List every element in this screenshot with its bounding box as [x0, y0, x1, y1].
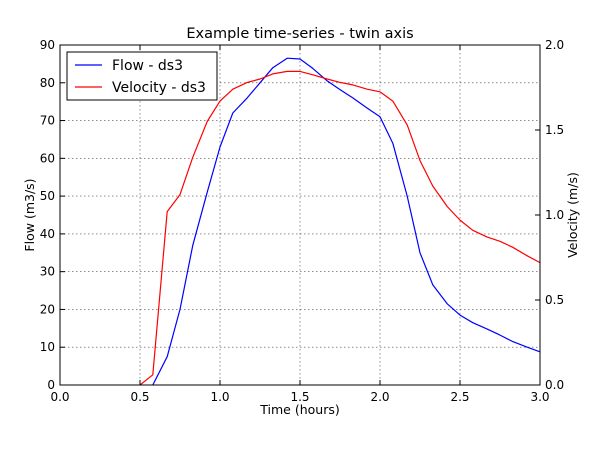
legend-label-flow: Flow - ds3 [112, 58, 183, 74]
y2-tick-label: 1.5 [545, 123, 564, 137]
y2-tick-label: 0.0 [545, 378, 564, 392]
y-axis-label: Flow (m3/s) [22, 178, 37, 251]
y-tick-label: 90 [40, 38, 55, 52]
legend-label-velocity: Velocity - ds3 [112, 80, 206, 96]
y2-tick-label: 1.0 [545, 208, 564, 222]
x-tick-label: 0.5 [130, 390, 149, 404]
y-tick-label: 10 [40, 340, 55, 354]
y2-tick-label: 2.0 [545, 38, 564, 52]
series-line-velocity [139, 70, 541, 386]
y-tick-label: 80 [40, 76, 55, 90]
x-tick-label: 1.0 [210, 390, 229, 404]
y-tick-label: 30 [40, 265, 55, 279]
x-tick-label: 3.0 [530, 390, 549, 404]
y-tick-label: 40 [40, 227, 55, 241]
x-tick-label: 2.5 [450, 390, 469, 404]
y2-axis-label: Velocity (m/s) [565, 172, 580, 258]
y-tick-label: 20 [40, 302, 55, 316]
ticks: 0.0 0.5 1.0 1.5 2.0 2.5 3.0 0 10 20 30 40 50 60 70 80 90… [40, 38, 564, 404]
legend-box [66, 51, 218, 101]
chart-title: Example time-series - twin axis [186, 26, 413, 42]
y-tick-label: 70 [40, 114, 55, 128]
grid [60, 45, 540, 385]
x-tick-label: 0.0 [50, 390, 69, 404]
y-tick-label: 0 [47, 378, 55, 392]
series-layer [139, 57, 541, 386]
legend: Flow - ds3 Velocity - ds3 [66, 51, 218, 101]
y-tick-label: 50 [40, 189, 55, 203]
x-tick-label: 1.5 [290, 390, 309, 404]
y2-tick-label: 0.5 [545, 293, 564, 307]
x-axis-label: Time (hours) [259, 402, 339, 417]
y-tick-label: 60 [40, 151, 55, 165]
series-line-flow [152, 57, 541, 386]
x-tick-label: 2.0 [370, 390, 389, 404]
